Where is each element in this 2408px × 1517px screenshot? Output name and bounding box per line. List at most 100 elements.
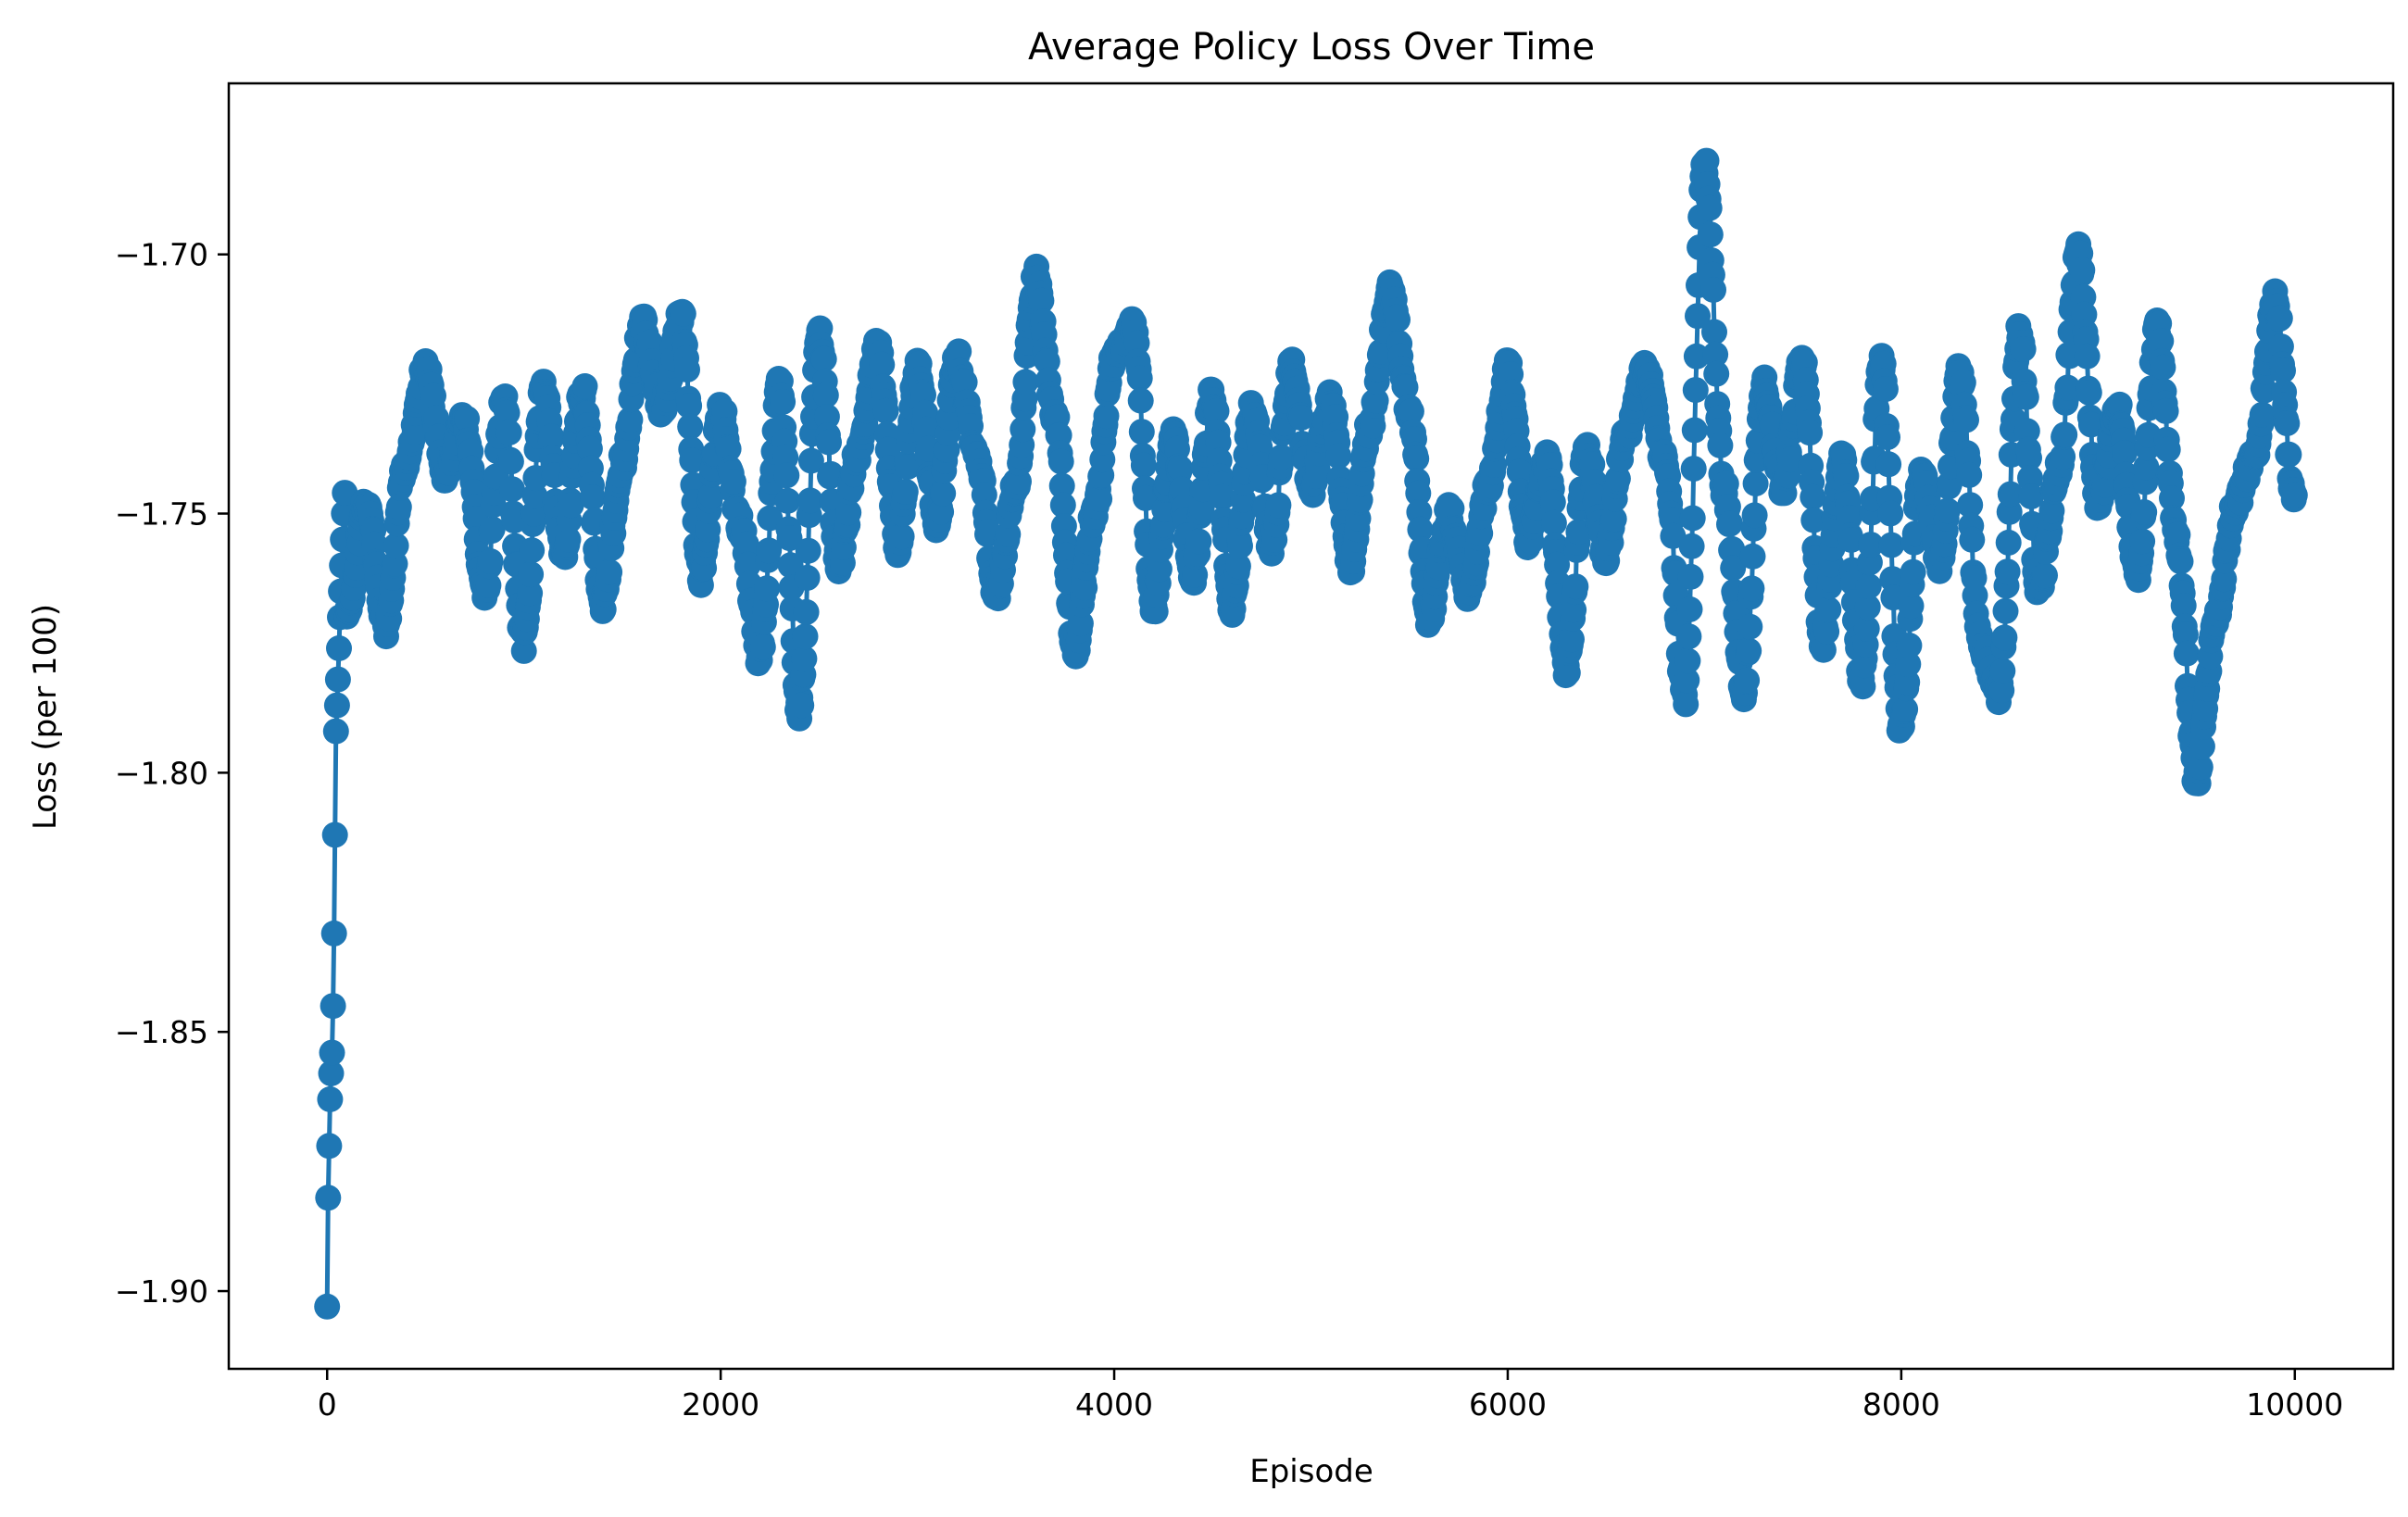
data-point: [316, 1133, 343, 1160]
data-point: [818, 460, 845, 487]
data-point: [1049, 492, 1076, 519]
data-point: [1268, 444, 1295, 470]
data-point: [322, 718, 349, 745]
data-point: [695, 516, 721, 543]
data-point: [1997, 481, 2024, 508]
data-point: [1676, 596, 1703, 622]
data-point: [2077, 411, 2104, 438]
data-point: [895, 454, 921, 481]
data-point: [1853, 615, 1880, 642]
data-point: [1403, 445, 1430, 472]
data-point: [2187, 754, 2214, 781]
data-point: [1227, 533, 1253, 559]
x-tick-label: 8000: [1862, 1386, 1940, 1423]
data-point: [1892, 696, 1919, 722]
data-point: [1006, 468, 1032, 495]
data-point: [1012, 369, 1039, 395]
data-point: [1693, 147, 1720, 174]
data-point: [2133, 454, 2160, 481]
data-point: [596, 558, 623, 585]
x-axis-label: Episode: [1249, 1453, 1373, 1490]
data-point: [835, 499, 862, 526]
data-point: [720, 469, 746, 495]
data-point: [2172, 621, 2199, 648]
data-point: [1872, 376, 1899, 403]
data-point: [420, 382, 446, 409]
data-point: [2148, 328, 2175, 355]
data-point: [1562, 573, 1589, 600]
data-point: [1854, 594, 1881, 621]
data-point: [749, 633, 776, 660]
data-point: [1896, 633, 1923, 658]
data-point: [1224, 553, 1251, 580]
data-point: [1287, 405, 1314, 432]
data-point: [888, 523, 915, 550]
data-point: [754, 575, 781, 602]
data-point: [1701, 319, 1727, 345]
data-point: [1146, 556, 1173, 583]
data-point: [1072, 574, 1098, 601]
data-point: [1857, 532, 1884, 558]
data-point: [776, 525, 803, 552]
data-point: [733, 531, 759, 558]
data-point: [1130, 452, 1157, 479]
data-point: [314, 1293, 341, 1320]
data-point: [1405, 480, 1432, 507]
data-point: [1678, 533, 1705, 559]
data-point: [2018, 483, 2045, 510]
data-point: [401, 419, 428, 445]
data-point: [1407, 516, 1434, 543]
data-point: [1682, 377, 1709, 404]
data-point: [2050, 444, 2076, 470]
data-point: [326, 635, 352, 661]
data-point: [1325, 443, 1352, 470]
data-point: [812, 382, 839, 408]
data-point: [1680, 456, 1707, 483]
data-point: [2032, 562, 2058, 589]
data-point: [1994, 558, 2021, 585]
data-point: [320, 920, 347, 947]
data-point: [617, 407, 644, 433]
chart-title: Average Policy Loss Over Time: [1028, 26, 1595, 69]
data-point: [510, 637, 537, 664]
data-point: [1800, 483, 1826, 510]
data-point: [2129, 528, 2156, 555]
data-point: [1539, 489, 1566, 516]
data-point: [2249, 401, 2276, 428]
data-point: [576, 435, 603, 462]
data-point: [1720, 555, 1747, 582]
data-point: [1540, 509, 1567, 536]
data-point: [1565, 519, 1592, 545]
data-point: [1855, 573, 1882, 599]
data-point: [774, 487, 801, 514]
data-point: [2173, 640, 2200, 667]
data-point: [794, 564, 821, 591]
data-point: [1554, 659, 1581, 686]
data-point: [495, 420, 522, 446]
data-point: [1544, 551, 1571, 578]
data-point: [1681, 417, 1708, 444]
data-point: [383, 533, 409, 559]
data-point: [324, 666, 351, 693]
data-point: [1048, 472, 1075, 499]
data-point: [479, 516, 506, 543]
data-point: [1991, 624, 2018, 651]
data-point: [538, 423, 565, 450]
data-point: [1674, 647, 1701, 674]
data-point: [1362, 387, 1389, 414]
data-point: [1877, 500, 1904, 527]
data-point: [816, 429, 842, 456]
data-point: [2154, 436, 2181, 463]
data-point: [2054, 374, 2081, 401]
data-point: [1837, 527, 1864, 553]
data-point: [2013, 383, 2039, 410]
data-point: [1700, 277, 1726, 303]
data-point: [2251, 377, 2277, 404]
data-point: [677, 413, 704, 440]
data-point: [1028, 287, 1055, 314]
y-tick-label: −1.85: [115, 1014, 208, 1050]
data-point: [756, 537, 783, 564]
data-point: [770, 388, 796, 415]
data-point: [2276, 441, 2302, 468]
